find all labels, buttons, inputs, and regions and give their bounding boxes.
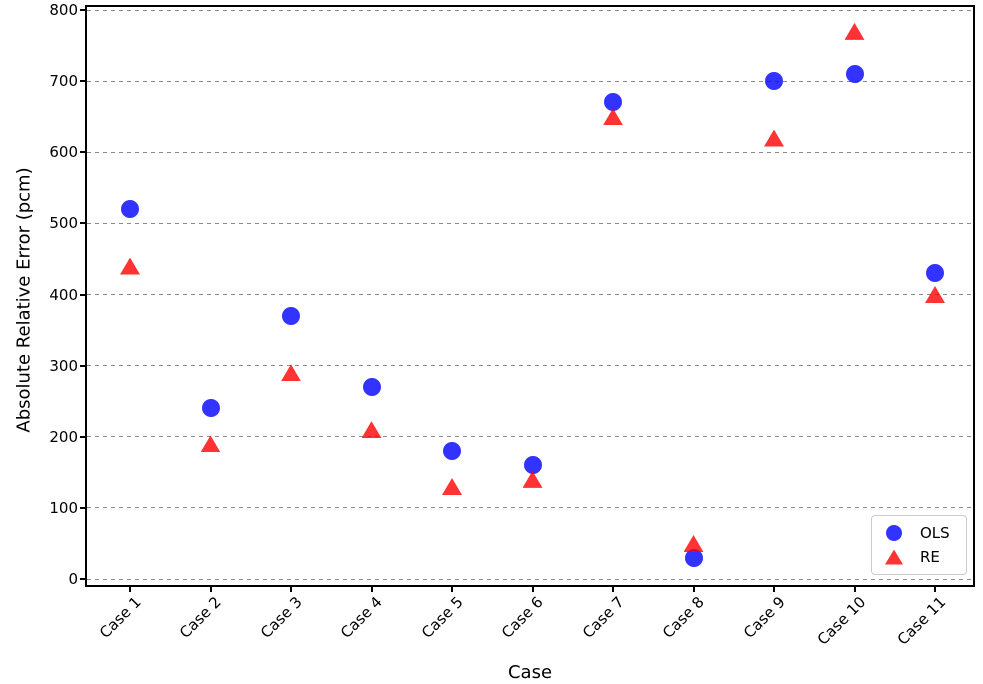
legend-circle-icon — [886, 525, 902, 541]
x-tick-mark-8 — [692, 585, 695, 592]
point-re-case-5 — [442, 478, 462, 496]
y-tick-label-500: 500 — [49, 214, 78, 233]
y-tick-mark-0 — [80, 578, 87, 580]
y-gridline-0 — [87, 578, 973, 580]
x-tick-mark-1 — [129, 585, 131, 592]
x-tick-label-5: Case 5 — [417, 593, 467, 642]
point-ols-case-8 — [684, 548, 703, 567]
legend-label-re: RE — [920, 548, 940, 566]
x-tick-label-7: Case 7 — [578, 593, 628, 642]
y-tick-mark-200 — [80, 435, 87, 438]
y-gridline-400 — [87, 294, 973, 295]
point-ols-case-3 — [282, 306, 300, 325]
point-ols-case-4 — [362, 377, 381, 396]
y-tick-mark-500 — [80, 222, 87, 225]
point-re-case-2 — [200, 435, 221, 453]
point-re-case-4 — [361, 421, 382, 439]
x-tick-label-3: Case 3 — [256, 593, 306, 642]
point-ols-case-7 — [604, 93, 622, 112]
y-tick-label-400: 400 — [49, 285, 78, 304]
point-ols-case-2 — [201, 399, 220, 418]
y-tick-mark-100 — [80, 506, 87, 509]
y-tick-mark-800 — [80, 9, 87, 11]
x-tick-label-10: Case 10 — [813, 593, 870, 649]
x-tick-mark-7 — [612, 585, 614, 592]
x-tick-label-9: Case 9 — [739, 593, 789, 642]
x-tick-mark-3 — [290, 585, 292, 592]
y-tick-label-200: 200 — [49, 427, 78, 446]
point-re-case-7 — [603, 108, 623, 126]
y-gridline-700 — [87, 80, 973, 82]
x-tick-mark-10 — [853, 585, 856, 592]
y-tick-label-600: 600 — [49, 143, 78, 162]
point-re-case-6 — [522, 470, 543, 488]
legend-triangle-icon — [885, 549, 903, 565]
y-tick-label-700: 700 — [49, 72, 78, 91]
point-re-case-9 — [764, 129, 784, 147]
point-re-case-8 — [683, 534, 704, 552]
x-axis-label: Case — [507, 662, 553, 683]
point-re-case-10 — [844, 22, 865, 40]
y-gridline-600 — [87, 151, 973, 153]
x-tick-mark-6 — [531, 585, 534, 592]
y-tick-label-100: 100 — [49, 498, 78, 517]
legend-item-ols: OLS — [880, 521, 958, 545]
y-tick-mark-400 — [80, 293, 87, 296]
x-tick-label-1: Case 1 — [95, 593, 145, 642]
x-tick-mark-4 — [370, 585, 373, 592]
point-ols-case-11 — [926, 264, 944, 283]
point-ols-case-9 — [765, 72, 783, 91]
y-tick-label-300: 300 — [49, 356, 78, 375]
plot-area — [85, 5, 975, 587]
y-tick-mark-700 — [80, 80, 87, 83]
legend: OLS RE — [871, 515, 967, 575]
y-tick-mark-300 — [80, 364, 87, 367]
x-tick-label-6: Case 6 — [498, 593, 548, 642]
x-tick-label-2: Case 2 — [176, 593, 226, 642]
point-ols-case-5 — [443, 441, 461, 460]
x-tick-mark-5 — [451, 585, 453, 592]
point-ols-case-1 — [121, 200, 139, 219]
point-re-case-3 — [281, 364, 301, 382]
legend-marker-box-ols — [880, 525, 908, 541]
y-tick-label-800: 800 — [49, 1, 78, 19]
point-ols-case-10 — [845, 65, 864, 83]
y-tick-label-0: 0 — [68, 570, 78, 588]
y-gridline-300 — [87, 365, 973, 367]
y-gridline-500 — [87, 222, 973, 224]
legend-marker-box-re — [880, 549, 908, 565]
point-ols-case-6 — [523, 456, 542, 475]
point-re-case-1 — [120, 257, 140, 275]
legend-label-ols: OLS — [920, 524, 950, 542]
x-tick-label-11: Case 11 — [894, 593, 950, 649]
x-tick-label-4: Case 4 — [337, 593, 387, 642]
x-tick-mark-2 — [209, 585, 212, 592]
x-tick-mark-11 — [934, 585, 936, 592]
legend-item-re: RE — [880, 545, 958, 569]
y-tick-mark-600 — [80, 151, 87, 154]
y-gridline-800 — [87, 9, 973, 11]
y-gridline-100 — [87, 507, 973, 509]
x-tick-label-8: Case 8 — [659, 593, 709, 642]
x-tick-mark-9 — [773, 585, 775, 592]
y-gridline-200 — [87, 436, 973, 438]
